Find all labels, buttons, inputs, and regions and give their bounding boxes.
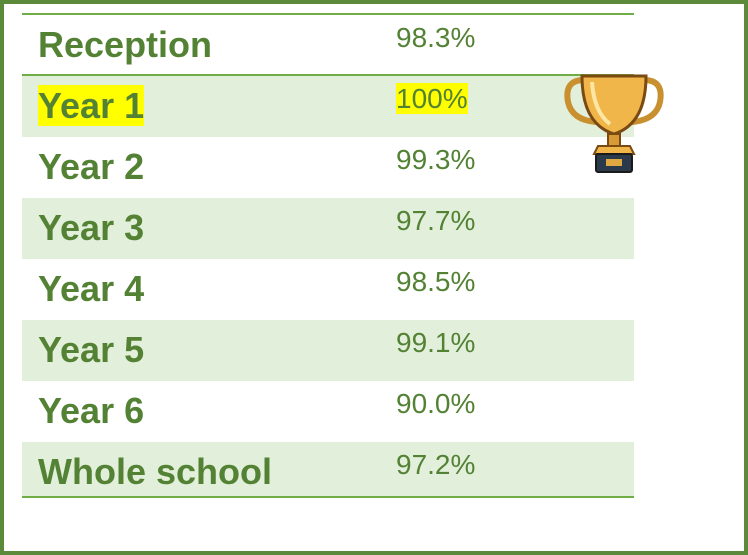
table-row: Year 4 98.5% xyxy=(22,259,634,320)
row-label: Whole school xyxy=(38,450,272,494)
row-value: 99.3% xyxy=(396,143,475,177)
row-value: 99.1% xyxy=(396,326,475,360)
table-row: Year 3 97.7% xyxy=(22,198,634,259)
value-text: 99.3% xyxy=(396,144,475,175)
row-value: 98.3% xyxy=(396,21,475,55)
label-text: Year 2 xyxy=(38,146,144,187)
row-label: Year 4 xyxy=(38,267,144,311)
row-value: 97.7% xyxy=(396,204,475,238)
table-row: Whole school 97.2% xyxy=(22,442,634,498)
label-text: Year 4 xyxy=(38,268,144,309)
table-row: Year 6 90.0% xyxy=(22,381,634,442)
row-label: Year 6 xyxy=(38,389,144,433)
row-label: Year 5 xyxy=(38,328,144,372)
row-value: 100% xyxy=(396,82,468,116)
value-text: 98.3% xyxy=(396,22,475,53)
row-value: 97.2% xyxy=(396,448,475,482)
row-value: 90.0% xyxy=(396,387,475,421)
page: Reception98.3%Year 1100%Year 299.3%Year … xyxy=(0,0,748,555)
trophy-icon xyxy=(562,72,666,178)
value-text: 98.5% xyxy=(396,266,475,297)
label-text: Year 1 xyxy=(38,85,144,126)
table-row: Year 1 100% xyxy=(22,76,634,137)
label-text: Reception xyxy=(38,24,212,65)
value-text: 97.7% xyxy=(396,205,475,236)
table-row: Year 5 99.1% xyxy=(22,320,634,381)
label-text: Whole school xyxy=(38,451,272,492)
label-text: Year 6 xyxy=(38,390,144,431)
value-text: 90.0% xyxy=(396,388,475,419)
row-value: 98.5% xyxy=(396,265,475,299)
label-text: Year 3 xyxy=(38,207,144,248)
label-text: Year 5 xyxy=(38,329,144,370)
value-text: 100% xyxy=(396,83,468,114)
table-row: Year 2 99.3% xyxy=(22,137,634,198)
value-text: 97.2% xyxy=(396,449,475,480)
value-text: 99.1% xyxy=(396,327,475,358)
row-label: Reception xyxy=(38,23,212,67)
row-label: Year 1 xyxy=(38,84,144,128)
table-row: Reception 98.3% xyxy=(22,13,634,76)
row-label: Year 2 xyxy=(38,145,144,189)
row-label: Year 3 xyxy=(38,206,144,250)
